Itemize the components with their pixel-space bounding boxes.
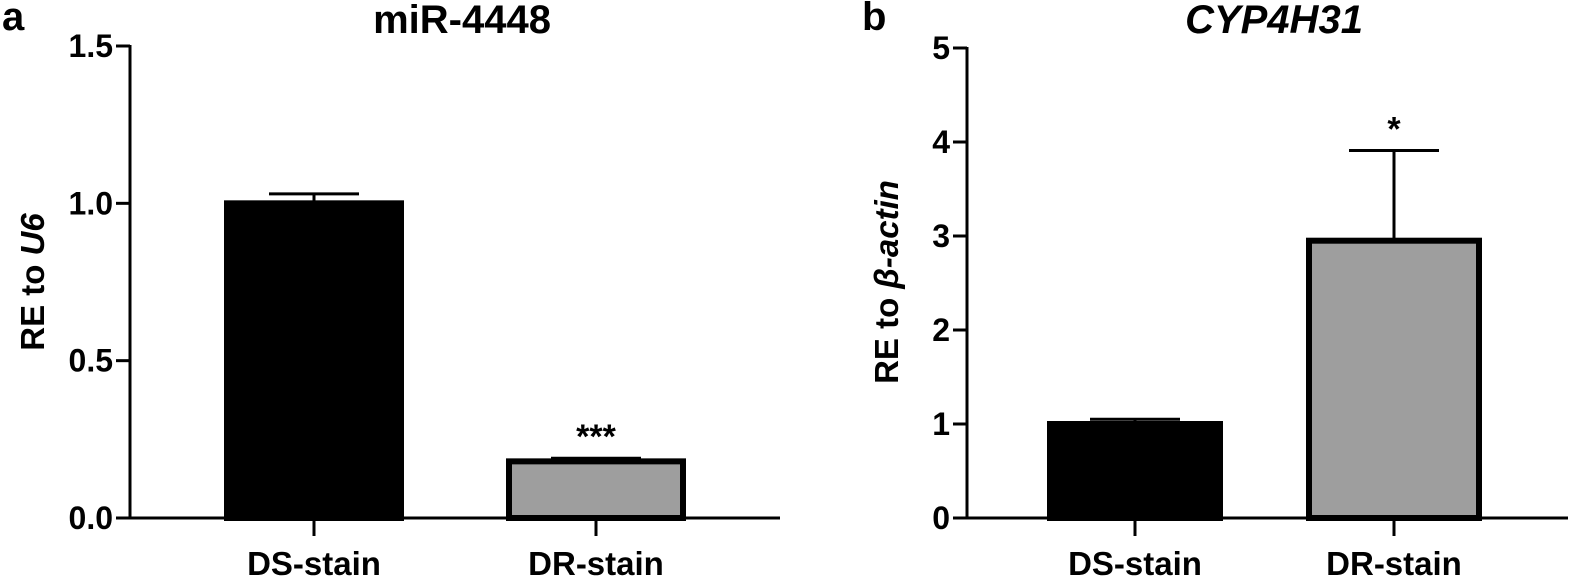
panel-a-category-label-1: DR-stain: [528, 545, 664, 582]
panel-b-y-axis-label: RE to β-actin: [868, 180, 905, 384]
panel-b-title: CYP4H31: [1185, 0, 1363, 42]
panel-a-significance-1: ***: [576, 418, 616, 456]
panel-a-bar-0: [224, 200, 404, 521]
panel-a-plot-area: DS-stain *** DR-stain 0.0 0.5 1.0 1.5: [69, 28, 780, 582]
panel-b-y-axis-label-gene: β-actin: [868, 180, 905, 290]
panel-b-bar-0: [1047, 421, 1223, 521]
panel-b-significance-1: *: [1387, 110, 1401, 148]
panel-a-letter: a: [2, 0, 25, 39]
panel-a-bar-1: [506, 458, 686, 521]
panel-b-y-tick-label-3: 3: [932, 218, 950, 254]
panel-a-category-label-0: DS-stain: [247, 545, 381, 582]
panel-b-letter: b: [862, 0, 886, 39]
panel-a-y-axis-label-gene: U6: [14, 213, 51, 256]
panel-b-y-tick-label-1: 1: [932, 406, 950, 442]
panel-b: b CYP4H31 RE to β-actin DS-stain * DR-stai…: [862, 0, 1568, 582]
panel-b-y-tick-label-5: 5: [932, 30, 950, 66]
panel-b-y-tick-label-2: 2: [932, 312, 950, 348]
panel-a-y-tick-label-2: 1.0: [69, 185, 113, 221]
panel-a-y-axis-label-prefix: RE to: [14, 255, 51, 350]
panel-a: a miR-4448 RE to U6 DS-stain *** DR-stain 0…: [2, 0, 780, 582]
panel-b-category-label-0: DS-stain: [1068, 545, 1202, 582]
panel-b-bar-1: [1306, 237, 1482, 521]
panel-b-category-label-1: DR-stain: [1326, 545, 1462, 582]
panel-a-y-tick-label-3: 1.5: [69, 28, 113, 64]
panel-b-plot-area: DS-stain * DR-stain 0 1 2 3 4 5: [932, 30, 1568, 582]
panel-b-y-tick-label-0: 0: [932, 500, 950, 536]
panel-a-title: miR-4448: [373, 0, 551, 42]
panel-a-y-tick-label-1: 0.5: [69, 343, 113, 379]
panel-b-y-axis-label-prefix: RE to: [868, 289, 905, 384]
panel-b-y-tick-label-4: 4: [932, 124, 950, 160]
panel-a-y-axis-label: RE to U6: [14, 213, 51, 351]
panel-a-y-tick-label-0: 0.0: [69, 500, 113, 536]
